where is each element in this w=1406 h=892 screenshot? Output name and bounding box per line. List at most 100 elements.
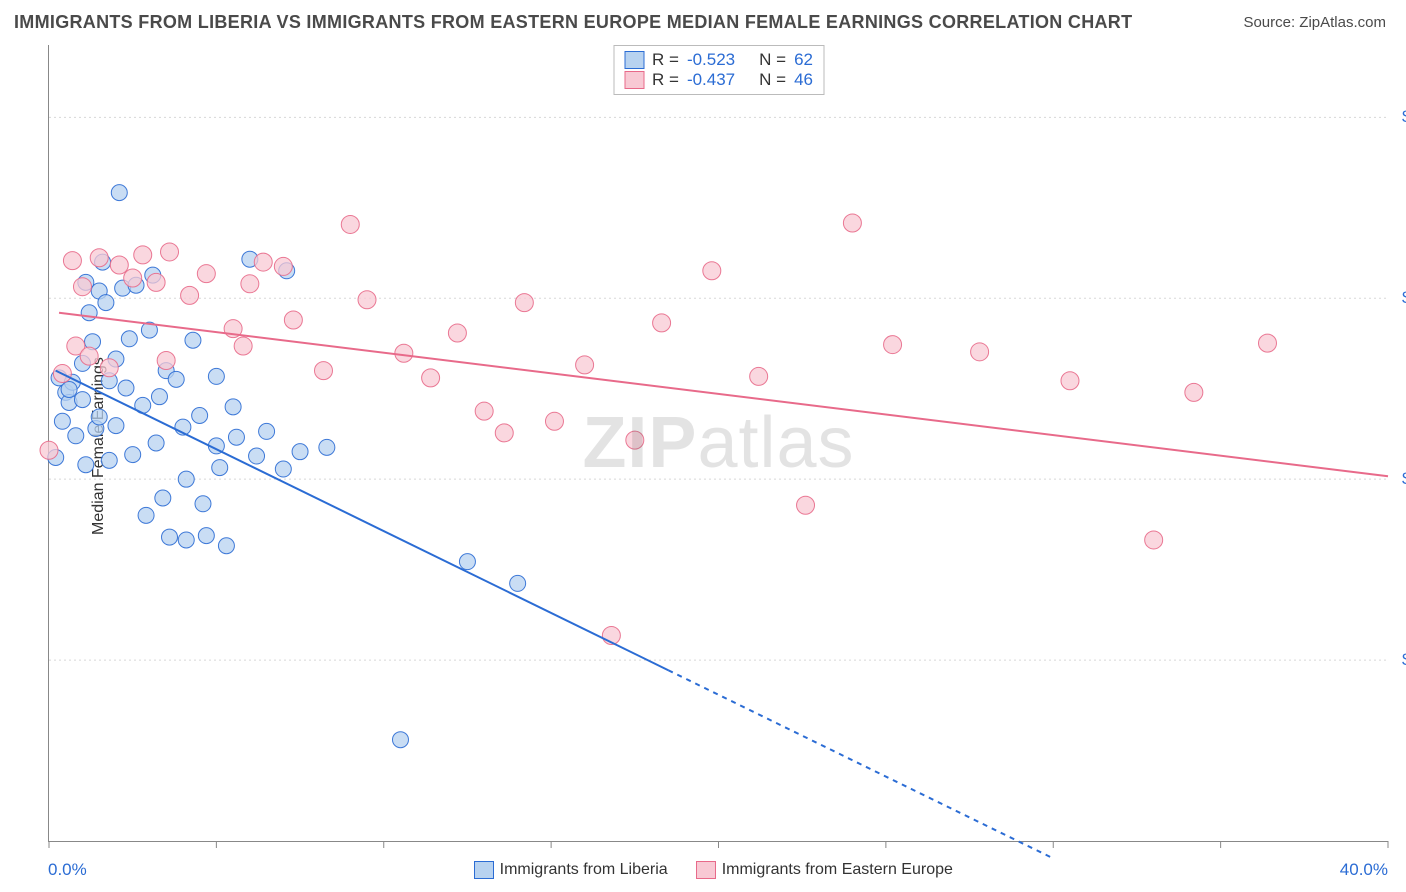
data-point	[259, 423, 275, 439]
data-point	[884, 336, 902, 354]
data-point	[81, 305, 97, 321]
data-point	[98, 295, 114, 311]
data-point	[111, 185, 127, 201]
x-axis-row: 0.0% Immigrants from LiberiaImmigrants f…	[48, 860, 1388, 880]
data-point	[495, 424, 513, 442]
data-point	[284, 311, 302, 329]
data-point	[750, 367, 768, 385]
data-point	[121, 331, 137, 347]
r-value: -0.437	[687, 70, 735, 90]
data-point	[195, 496, 211, 512]
data-point	[797, 496, 815, 514]
data-point	[90, 249, 108, 267]
data-point	[254, 253, 272, 271]
correlation-legend-row: R = -0.523 N = 62	[624, 50, 813, 70]
legend-swatch-icon	[696, 861, 716, 879]
data-point	[178, 471, 194, 487]
data-point	[161, 243, 179, 261]
data-point	[198, 528, 214, 544]
data-point	[155, 490, 171, 506]
data-point	[448, 324, 466, 342]
data-point	[275, 461, 291, 477]
y-tick-label: $60,000	[1392, 107, 1406, 127]
x-axis-max: 40.0%	[1340, 860, 1388, 880]
correlation-legend-row: R = -0.437 N = 46	[624, 70, 813, 90]
n-value: 62	[794, 50, 813, 70]
data-point	[515, 294, 533, 312]
data-point	[73, 278, 91, 296]
n-value: 46	[794, 70, 813, 90]
r-label: R =	[652, 50, 679, 70]
data-point	[225, 399, 241, 415]
series-legend-label: Immigrants from Eastern Europe	[722, 861, 953, 879]
data-point	[1145, 531, 1163, 549]
n-label: N =	[759, 70, 786, 90]
series-legend: Immigrants from Liberia Immigrants from E…	[474, 861, 953, 879]
data-point	[185, 332, 201, 348]
data-point	[80, 347, 98, 365]
chart-title: IMMIGRANTS FROM LIBERIA VS IMMIGRANTS FR…	[14, 12, 1132, 33]
chart-svg	[49, 45, 1388, 841]
data-point	[234, 337, 252, 355]
data-point	[475, 402, 493, 420]
data-point	[510, 575, 526, 591]
data-point	[241, 275, 259, 293]
data-point	[162, 529, 178, 545]
data-point	[125, 447, 141, 463]
trend-line-extended	[668, 670, 1053, 858]
data-point	[197, 265, 215, 283]
data-point	[138, 507, 154, 523]
n-label: N =	[759, 50, 786, 70]
legend-swatch-icon	[624, 51, 644, 69]
legend-swatch-icon	[624, 71, 644, 89]
data-point	[218, 538, 234, 554]
data-point	[78, 457, 94, 473]
series-legend-label: Immigrants from Liberia	[500, 861, 668, 879]
data-point	[74, 392, 90, 408]
data-point	[54, 413, 70, 429]
data-point	[314, 362, 332, 380]
data-point	[626, 431, 644, 449]
data-point	[228, 429, 244, 445]
data-point	[168, 371, 184, 387]
y-tick-label: $22,500	[1392, 650, 1406, 670]
data-point	[274, 257, 292, 275]
data-point	[147, 273, 165, 291]
data-point	[40, 441, 58, 459]
data-point	[118, 380, 134, 396]
data-point	[134, 246, 152, 264]
data-point	[459, 554, 475, 570]
data-point	[68, 428, 84, 444]
data-point	[545, 412, 563, 430]
data-point	[61, 381, 77, 397]
data-point	[249, 448, 265, 464]
data-point	[319, 439, 335, 455]
data-point	[292, 444, 308, 460]
data-point	[110, 256, 128, 274]
data-point	[212, 460, 228, 476]
data-point	[653, 314, 671, 332]
source-label: Source: ZipAtlas.com	[1243, 14, 1386, 31]
r-value: -0.523	[687, 50, 735, 70]
data-point	[157, 352, 175, 370]
y-tick-label: $35,000	[1392, 469, 1406, 489]
data-point	[576, 356, 594, 374]
data-point	[843, 214, 861, 232]
plot-area: ZIPatlas R =-0.523N =62R =-0.437N =46 $2…	[48, 45, 1388, 842]
data-point	[91, 409, 107, 425]
data-point	[100, 359, 118, 377]
legend-swatch-icon	[474, 861, 494, 879]
data-point	[395, 344, 413, 362]
data-point	[208, 368, 224, 384]
data-point	[1258, 334, 1276, 352]
data-point	[108, 418, 124, 434]
data-point	[1185, 383, 1203, 401]
data-point	[392, 732, 408, 748]
data-point	[422, 369, 440, 387]
data-point	[148, 435, 164, 451]
series-legend-item: Immigrants from Eastern Europe	[696, 861, 953, 879]
data-point	[1061, 372, 1079, 390]
correlation-legend: R = -0.523 N = 62 R = -0.437 N = 46	[613, 45, 824, 95]
series-legend-item: Immigrants from Liberia	[474, 861, 668, 879]
r-label: R =	[652, 70, 679, 90]
